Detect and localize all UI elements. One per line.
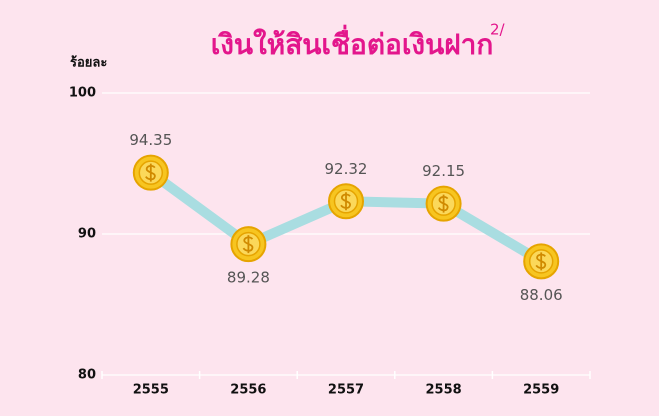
x-tick-label: 2558	[426, 383, 462, 398]
data-label: 94.35	[129, 131, 172, 149]
title-note: 2/	[490, 21, 506, 39]
x-tick-label: 2557	[328, 383, 364, 398]
coin-symbol	[242, 235, 254, 254]
data-label: 88.06	[520, 286, 563, 304]
data-label: 92.32	[325, 160, 368, 178]
x-tick-label: 2559	[523, 383, 559, 398]
coin-symbol	[437, 194, 449, 213]
x-tick-label: 2555	[133, 383, 169, 398]
y-tick-label: 80	[78, 368, 96, 383]
coin-symbol	[535, 252, 547, 271]
y-axis-label: ร้อยละ	[70, 55, 107, 71]
chart-title: เงินให้สินเชื่อต่อเงินฝาก	[211, 24, 494, 61]
data-label: 89.28	[227, 269, 270, 287]
y-tick-label: 90	[78, 227, 96, 242]
y-tick-label: 100	[69, 86, 96, 101]
x-tick-label: 2556	[230, 383, 266, 398]
coin-symbol	[340, 192, 351, 211]
coin-symbol	[145, 163, 156, 182]
data-label: 92.15	[422, 162, 465, 180]
